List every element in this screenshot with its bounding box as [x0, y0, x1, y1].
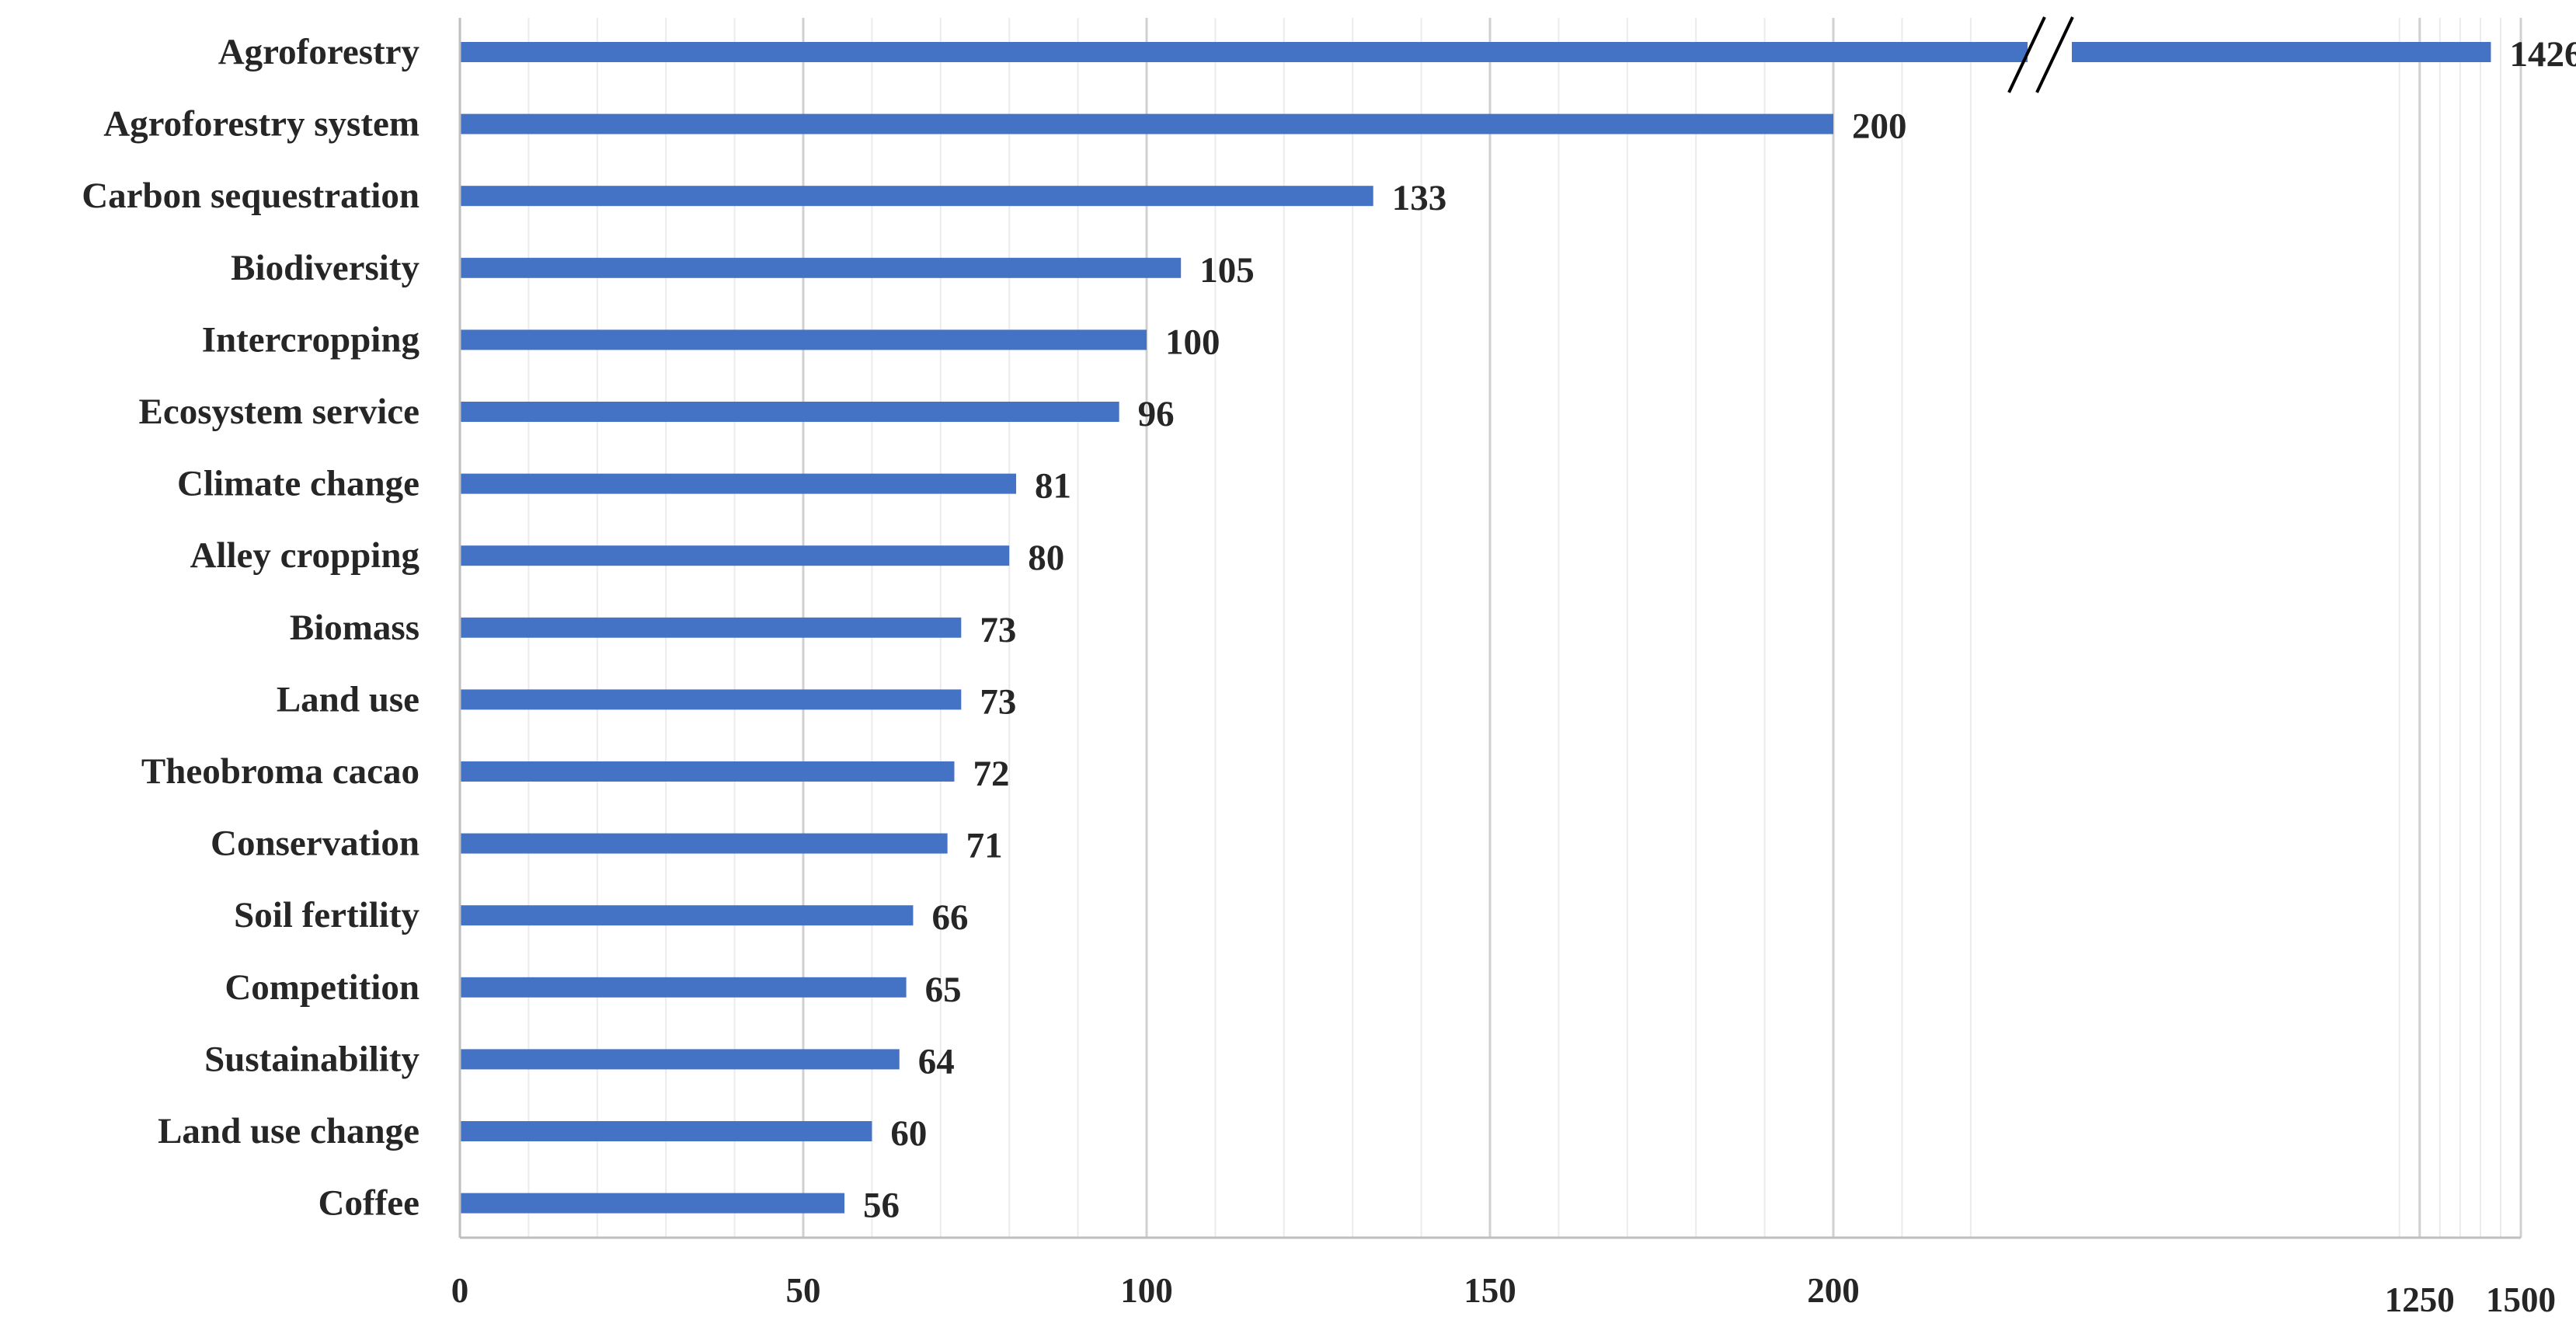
category-label: Theobroma cacao	[141, 751, 419, 792]
data-label: 105	[1199, 250, 1255, 291]
bar	[460, 1049, 900, 1070]
bar	[460, 402, 1119, 422]
category-label: Biodiversity	[231, 248, 419, 288]
gridlines	[527, 18, 2522, 1238]
category-label: Competition	[225, 967, 419, 1008]
category-label: Biomass	[290, 608, 419, 648]
data-label: 60	[890, 1113, 927, 1154]
data-label: 71	[966, 826, 1003, 866]
x-tick-label: 150	[1464, 1271, 1516, 1310]
axis-break-mark	[2007, 16, 2046, 93]
category-label: Sustainability	[204, 1039, 419, 1079]
data-label: 66	[931, 897, 968, 938]
bar	[460, 473, 1017, 494]
category-label: Agroforestry system	[103, 104, 419, 145]
data-label: 64	[918, 1041, 955, 1081]
bar	[460, 545, 1010, 566]
category-label: Conservation	[211, 824, 419, 864]
category-label: Agroforestry	[218, 32, 420, 72]
axis-break-mark	[2035, 16, 2074, 93]
category-label: Carbon sequestration	[82, 176, 419, 216]
data-label: 80	[1028, 538, 1064, 578]
bar-continued	[2072, 42, 2491, 62]
category-label: Intercropping	[202, 319, 420, 360]
category-label: Land use change	[158, 1111, 419, 1151]
data-label: 200	[1852, 106, 1907, 147]
x-tick-label: 50	[786, 1271, 821, 1310]
category-label: Coffee	[319, 1183, 419, 1224]
bar	[460, 833, 948, 854]
bar	[460, 1121, 872, 1141]
data-label: 81	[1035, 466, 1071, 507]
x-tick-label: 0	[451, 1271, 469, 1310]
x-tick-label: 200	[1807, 1271, 1860, 1310]
category-label: Soil fertility	[234, 895, 419, 935]
category-label: Land use	[277, 679, 419, 719]
bar	[460, 617, 962, 638]
category-label: Ecosystem service	[139, 392, 420, 432]
data-label: 100	[1165, 322, 1220, 362]
bar	[460, 42, 2028, 62]
data-label: 65	[925, 970, 962, 1010]
axes: 0 50 100 150 200 1250 1500	[451, 18, 2556, 1319]
bar	[460, 186, 1373, 207]
category-label: Alley cropping	[190, 535, 419, 576]
bar	[460, 761, 955, 782]
x-tick-label: 100	[1120, 1271, 1173, 1310]
data-label: 56	[863, 1186, 900, 1226]
data-label: 73	[980, 681, 1016, 722]
data-label: 1426	[2509, 34, 2576, 75]
bar	[460, 113, 1833, 134]
labels: Agroforestry 1426 Agroforestry system 200 Ca…	[82, 32, 2576, 1226]
bar	[460, 257, 1182, 278]
bar	[460, 689, 962, 710]
data-label: 133	[1392, 178, 1447, 218]
x-tick-label: 1250	[2385, 1280, 2455, 1319]
x-tick-label: 1500	[2486, 1280, 2556, 1319]
category-label: Climate change	[177, 464, 419, 504]
bar	[460, 905, 914, 926]
bar	[460, 329, 1147, 350]
data-label: 96	[1138, 394, 1175, 434]
bars	[460, 16, 2491, 1214]
bar	[460, 977, 907, 998]
bar	[460, 1193, 845, 1214]
data-label: 73	[980, 610, 1016, 650]
data-label: 72	[973, 754, 1009, 794]
